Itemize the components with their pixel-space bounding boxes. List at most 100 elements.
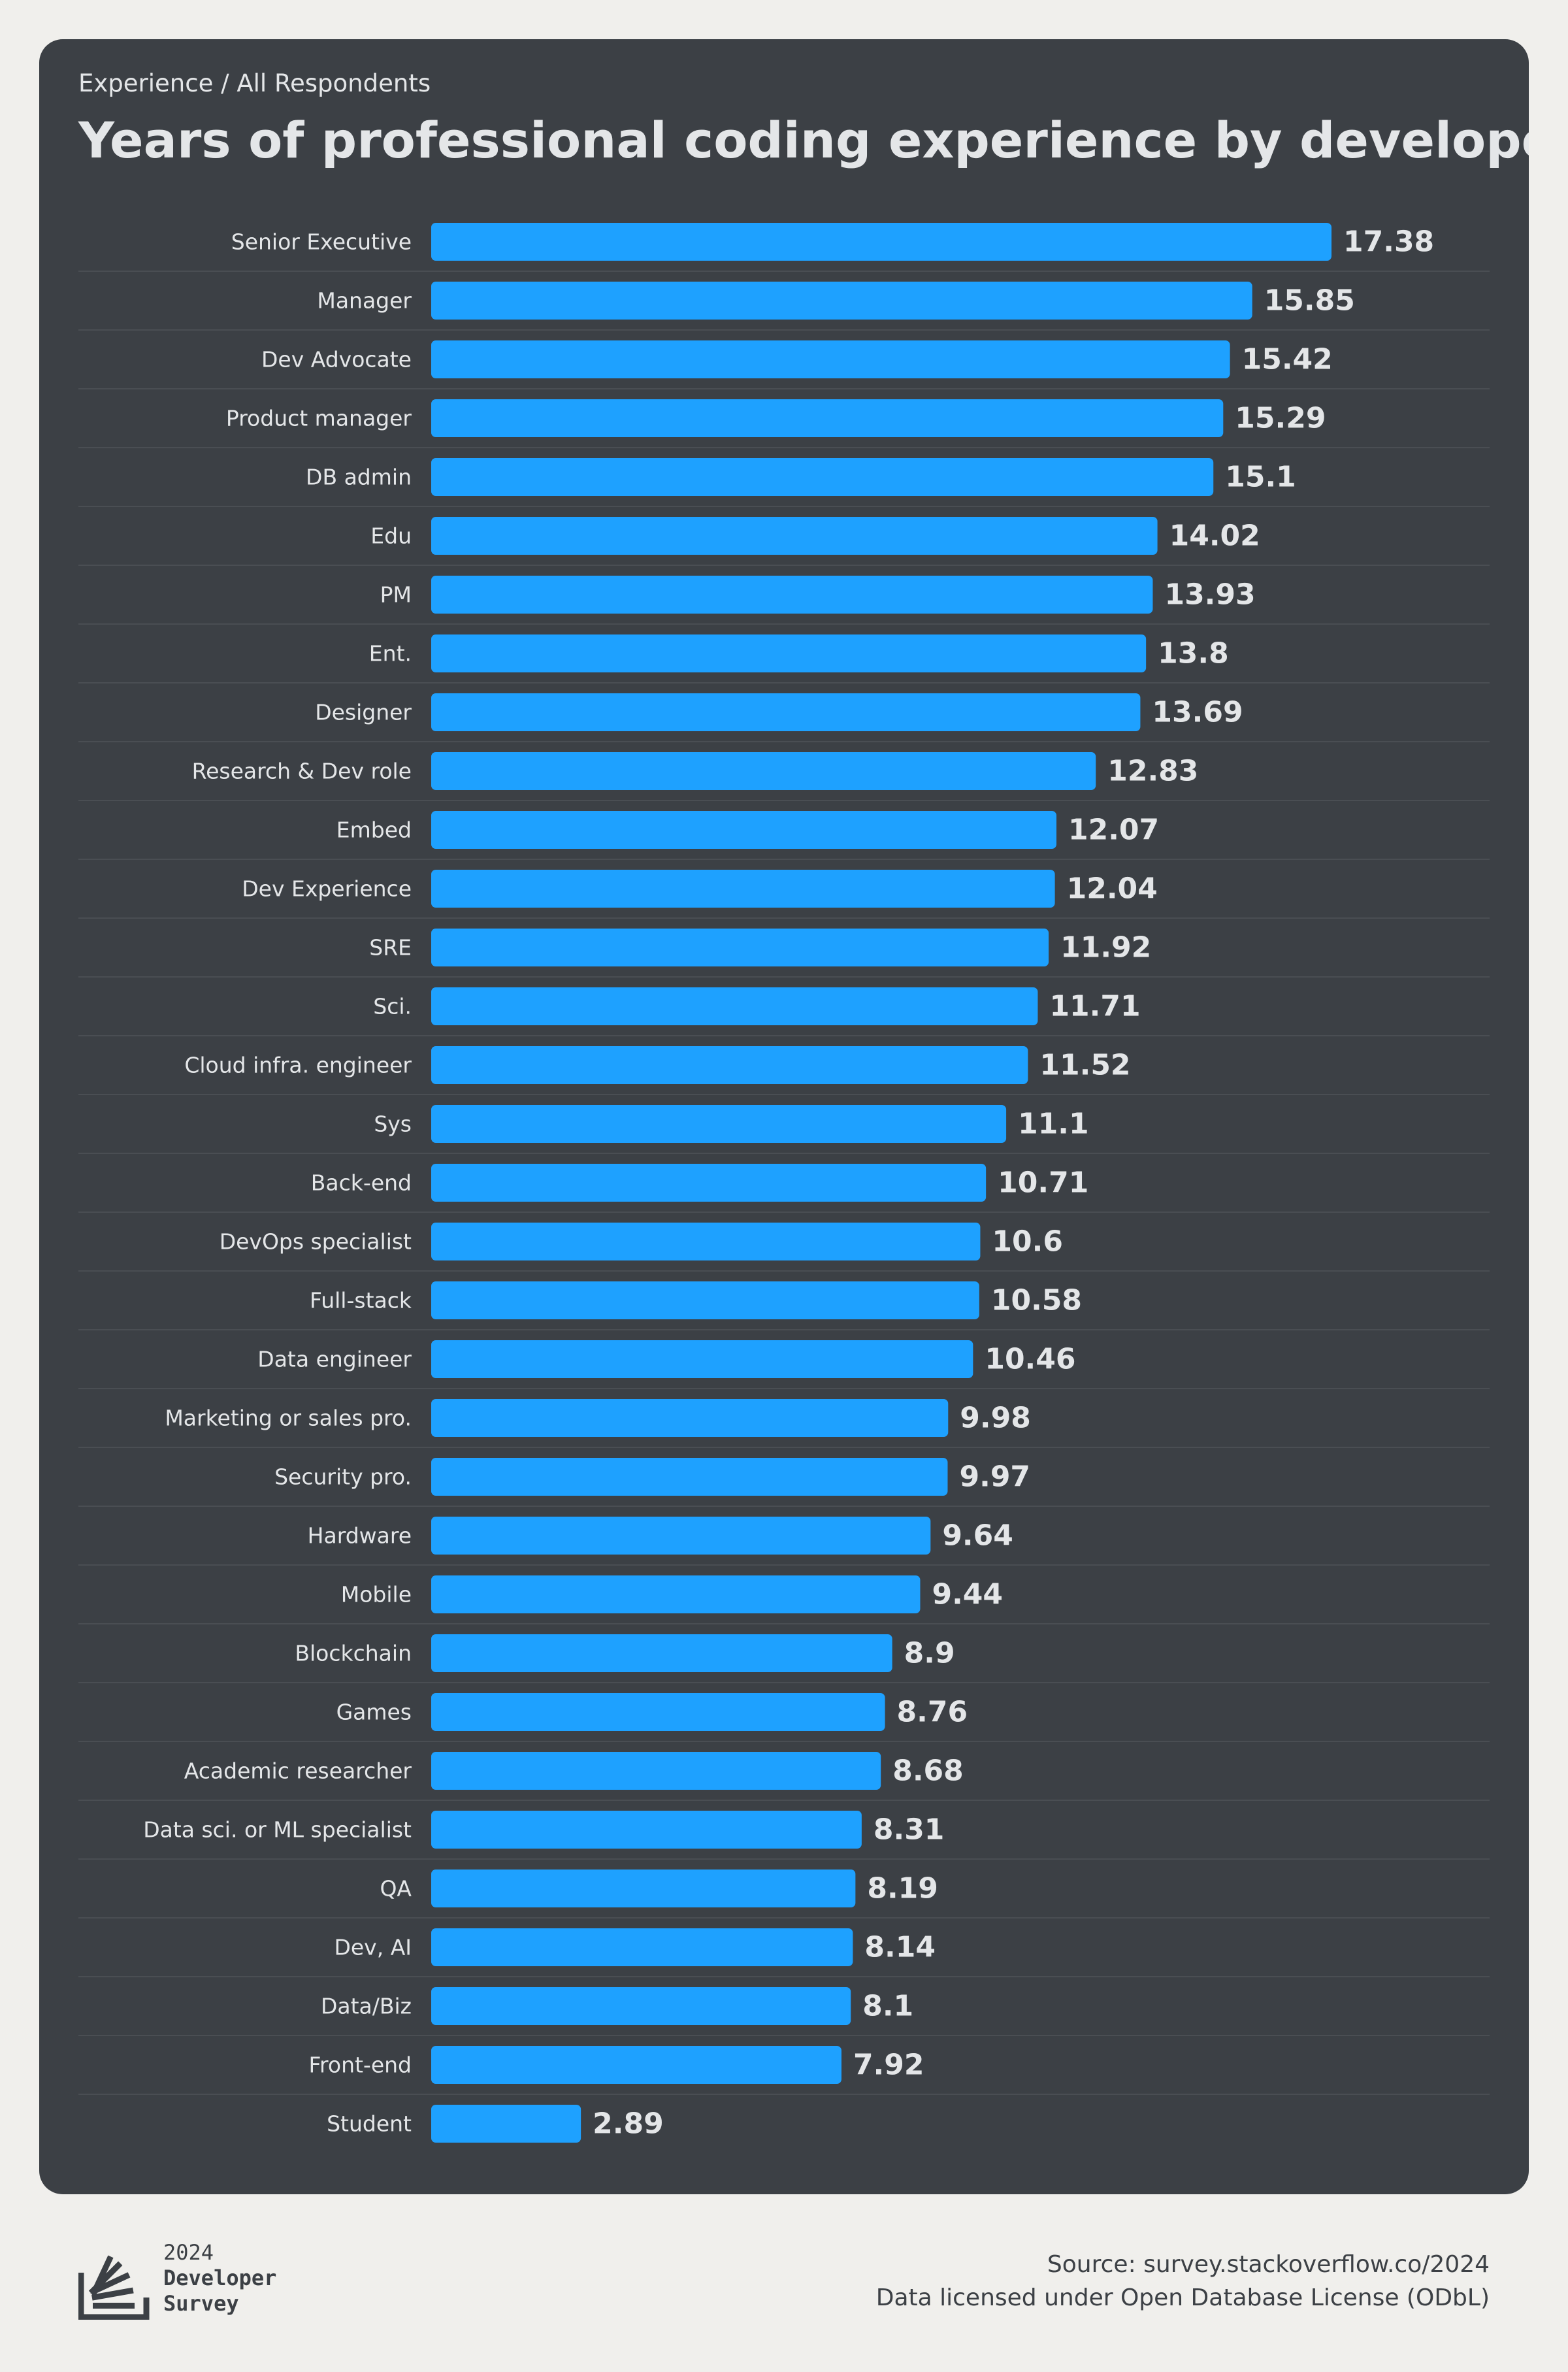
bar-row: Blockchain 8.9	[78, 1623, 1490, 1672]
bar-row: Cloud infra. engineer 11.52	[78, 1035, 1490, 1084]
bar-row: Student 2.89	[78, 2094, 1490, 2143]
bar	[431, 223, 1331, 261]
bar	[431, 576, 1153, 614]
bar	[431, 1928, 853, 1966]
value-label: 11.1	[1018, 1108, 1089, 1141]
bar	[431, 1752, 881, 1790]
category-label: QA	[380, 1876, 412, 1902]
category-label: DB admin	[306, 465, 412, 490]
category-label: Data/Biz	[321, 1994, 412, 2019]
bar	[431, 987, 1038, 1025]
bar-row: Sci. 11.71	[78, 976, 1490, 1025]
category-label: Ent.	[369, 641, 412, 667]
value-label: 8.9	[904, 1637, 955, 1670]
bar	[431, 1046, 1028, 1084]
category-label: Manager	[317, 288, 412, 314]
source-block: Source: survey.stackoverflow.co/2024 Dat…	[876, 2248, 1490, 2314]
category-label: Designer	[315, 700, 412, 725]
bar	[431, 929, 1049, 966]
bar	[431, 811, 1056, 849]
bar	[431, 517, 1158, 555]
value-label: 15.29	[1235, 402, 1326, 435]
bar-row: Back-end 10.71	[78, 1153, 1490, 1202]
category-label: Data engineer	[257, 1347, 412, 1372]
category-label: Cloud infra. engineer	[184, 1053, 412, 1078]
category-label: PM	[380, 582, 412, 608]
value-label: 10.46	[985, 1343, 1075, 1376]
value-label: 10.6	[992, 1225, 1063, 1259]
category-label: Games	[336, 1700, 412, 1725]
bar-row: Full-stack 10.58	[78, 1270, 1490, 1319]
logo-year: 2024	[163, 2240, 214, 2265]
value-label: 9.98	[960, 1402, 1031, 1435]
value-label: 11.71	[1049, 990, 1140, 1023]
category-label: Data sci. or ML specialist	[143, 1817, 412, 1843]
bar	[431, 2046, 841, 2084]
bar	[431, 634, 1147, 672]
bar-row: Data sci. or ML specialist 8.31	[78, 1800, 1490, 1849]
bar-row: DB admin 15.1	[78, 447, 1490, 496]
bar-row: Security pro. 9.97	[78, 1447, 1490, 1496]
category-label: Mobile	[341, 1582, 412, 1607]
category-label: Academic researcher	[184, 1758, 412, 1784]
bar	[431, 2105, 581, 2143]
bar-row: Product manager 15.29	[78, 388, 1490, 437]
bar-row: Sys 11.1	[78, 1094, 1490, 1143]
category-label: Embed	[336, 817, 412, 843]
value-label: 13.69	[1152, 696, 1243, 729]
bar-row: Senior Executive 17.38	[231, 223, 1434, 261]
category-label: Back-end	[311, 1170, 412, 1196]
source-text: Source: survey.stackoverflow.co/2024	[1047, 2251, 1490, 2278]
bar-row: PM 13.93	[78, 565, 1490, 614]
bar	[431, 1987, 851, 2025]
value-label: 2.89	[593, 2107, 664, 2141]
category-label: Sci.	[373, 994, 412, 1019]
bar-row: Ent. 13.8	[78, 623, 1490, 672]
bar-row: Dev Advocate 15.42	[78, 329, 1490, 378]
bar-row: Games 8.76	[78, 1682, 1490, 1731]
bar	[431, 870, 1055, 908]
bar	[431, 340, 1230, 378]
value-label: 15.42	[1242, 343, 1333, 376]
bar-row: Edu 14.02	[78, 506, 1490, 555]
category-label: Front-end	[308, 2052, 412, 2078]
bar-row: Mobile 9.44	[78, 1564, 1490, 1613]
value-label: 9.64	[942, 1519, 1013, 1553]
bar-row: Data/Biz 8.1	[78, 1976, 1490, 2025]
bar	[431, 282, 1252, 320]
bar-row: QA 8.19	[78, 1858, 1490, 1907]
category-label: Sys	[374, 1112, 412, 1137]
bar	[431, 1223, 981, 1260]
category-label: Blockchain	[295, 1641, 412, 1666]
stack-overflow-logo-icon	[78, 2255, 150, 2320]
bar-chart: Senior Executive 17.38 Manager 15.85 Dev Adv…	[78, 223, 1490, 2143]
category-label: DevOps specialist	[220, 1229, 412, 1255]
category-label: Product manager	[226, 406, 412, 431]
bar	[431, 1340, 973, 1378]
bar-row: Academic researcher 8.68	[78, 1741, 1490, 1790]
value-label: 8.68	[892, 1754, 964, 1788]
value-label: 9.97	[959, 1460, 1030, 1494]
value-label: 11.52	[1039, 1049, 1130, 1082]
value-label: 12.04	[1067, 872, 1158, 906]
bar-row: Embed 12.07	[78, 800, 1490, 849]
bar	[431, 1811, 862, 1849]
value-label: 13.93	[1164, 578, 1255, 612]
value-label: 13.8	[1158, 637, 1229, 670]
category-label: Dev, AI	[334, 1935, 412, 1960]
bar	[431, 1281, 979, 1319]
bar-row: Hardware 9.64	[78, 1506, 1490, 1555]
logo-line-1: Developer	[163, 2265, 277, 2290]
bar	[431, 399, 1224, 437]
bar	[431, 1105, 1007, 1143]
value-label: 10.58	[991, 1284, 1082, 1317]
value-label: 11.92	[1060, 931, 1151, 964]
value-label: 8.76	[897, 1696, 968, 1729]
category-label: Marketing or sales pro.	[165, 1406, 412, 1431]
value-label: 12.07	[1068, 814, 1159, 847]
bar	[431, 752, 1096, 790]
breadcrumb: Experience / All Respondents	[78, 69, 431, 97]
category-label: Student	[327, 2111, 412, 2137]
value-label: 8.14	[864, 1931, 936, 1964]
bar	[431, 1399, 949, 1437]
